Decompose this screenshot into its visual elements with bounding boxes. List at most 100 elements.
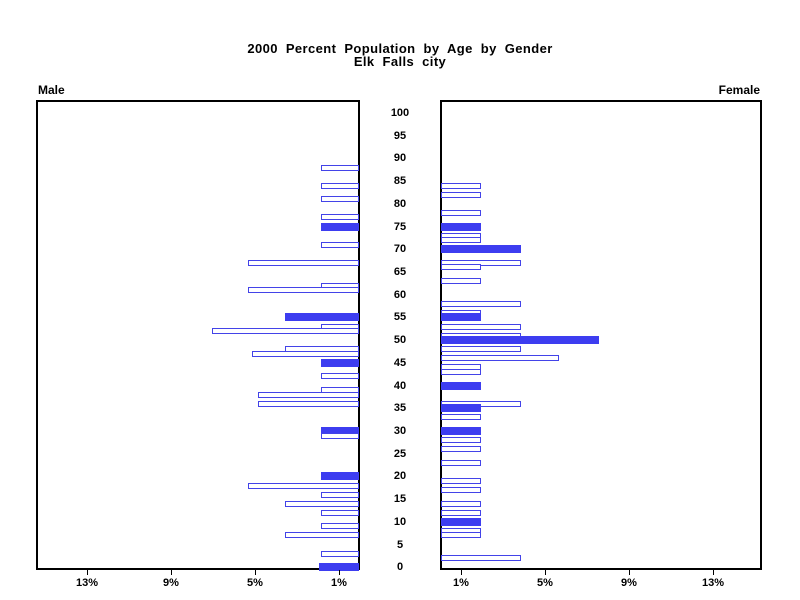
age-tick-65: 65 bbox=[393, 266, 407, 278]
bar-female-age-7 bbox=[441, 532, 481, 538]
pct-tick-label-5%: 5% bbox=[537, 577, 553, 589]
pct-tick-mark-1% bbox=[461, 570, 462, 575]
bar-male-age-18 bbox=[248, 483, 359, 489]
age-tick-100: 100 bbox=[390, 107, 410, 119]
bar-female-age-66 bbox=[441, 264, 481, 270]
pct-tick-mark-1% bbox=[339, 570, 340, 575]
bar-female-age-70 bbox=[441, 245, 521, 253]
bar-male-age-81 bbox=[321, 196, 359, 202]
chart-subtitle: Elk Falls city bbox=[353, 54, 447, 69]
age-tick-10: 10 bbox=[393, 516, 407, 528]
bar-male-age-16 bbox=[321, 492, 359, 498]
bar-female-age-17 bbox=[441, 487, 481, 493]
bar-female-age-40 bbox=[441, 382, 481, 390]
bar-male-age-61 bbox=[248, 287, 359, 293]
bar-male-age-30 bbox=[321, 427, 359, 435]
bar-female-age-84 bbox=[441, 183, 481, 189]
bar-female-age-50 bbox=[441, 336, 599, 344]
age-tick-85: 85 bbox=[393, 175, 407, 187]
pct-tick-label-13%: 13% bbox=[701, 577, 725, 589]
pct-tick-label-1%: 1% bbox=[331, 577, 347, 589]
bar-male-age-29 bbox=[321, 433, 359, 439]
age-tick-15: 15 bbox=[393, 493, 407, 505]
bar-male-age-20 bbox=[321, 472, 359, 480]
pct-tick-mark-9% bbox=[171, 570, 172, 575]
bar-male-age-12 bbox=[321, 510, 359, 516]
male-panel bbox=[36, 100, 360, 571]
bar-male-age-45 bbox=[321, 359, 359, 367]
bar-female-age-12 bbox=[441, 510, 481, 516]
bar-male-age-67 bbox=[248, 260, 359, 266]
bar-male-age-7 bbox=[285, 532, 359, 538]
male-panel-label: Male bbox=[38, 83, 65, 97]
chart-title-block: 2000 Percent Population by Age by Gender… bbox=[0, 42, 800, 68]
age-tick-20: 20 bbox=[393, 470, 407, 482]
bar-male-age-71 bbox=[321, 242, 359, 248]
bar-male-age-38 bbox=[258, 392, 359, 398]
bar-male-age-42 bbox=[321, 373, 359, 379]
pct-tick-label-9%: 9% bbox=[163, 577, 179, 589]
age-tick-60: 60 bbox=[393, 289, 407, 301]
pct-tick-mark-13% bbox=[713, 570, 714, 575]
bar-female-age-78 bbox=[441, 210, 481, 216]
pct-tick-label-5%: 5% bbox=[247, 577, 263, 589]
age-tick-45: 45 bbox=[393, 357, 407, 369]
bar-female-age-43 bbox=[441, 369, 481, 375]
bar-female-age-75 bbox=[441, 223, 481, 231]
age-tick-0: 0 bbox=[396, 561, 404, 573]
bar-female-age-67 bbox=[441, 260, 521, 266]
age-tick-25: 25 bbox=[393, 448, 407, 460]
bar-female-age-35 bbox=[441, 404, 481, 412]
bar-female-age-55 bbox=[441, 313, 481, 321]
bar-female-age-19 bbox=[441, 478, 481, 484]
bar-male-age-52 bbox=[212, 328, 359, 334]
bar-female-age-82 bbox=[441, 192, 481, 198]
age-tick-55: 55 bbox=[393, 311, 407, 323]
bar-male-age-3 bbox=[321, 551, 359, 557]
bar-male-age-88 bbox=[321, 165, 359, 171]
bar-male-age-9 bbox=[321, 523, 359, 529]
bar-male-age-77 bbox=[321, 214, 359, 220]
bar-female-age-26 bbox=[441, 446, 481, 452]
age-tick-75: 75 bbox=[393, 221, 407, 233]
pct-tick-label-1%: 1% bbox=[453, 577, 469, 589]
bar-female-age-14 bbox=[441, 501, 481, 507]
bar-female-age-33 bbox=[441, 414, 481, 420]
bar-male-age-75 bbox=[321, 223, 359, 231]
pct-tick-label-13%: 13% bbox=[75, 577, 99, 589]
bar-male-age-47 bbox=[252, 351, 359, 357]
bar-female-age-23 bbox=[441, 460, 481, 466]
bar-female-age-58 bbox=[441, 301, 521, 307]
bar-female-age-72 bbox=[441, 237, 481, 243]
bar-female-age-2 bbox=[441, 555, 521, 561]
bar-female-age-63 bbox=[441, 278, 481, 284]
bar-female-age-30 bbox=[441, 427, 481, 435]
bar-male-age-14 bbox=[285, 501, 359, 507]
bar-female-age-48 bbox=[441, 346, 521, 352]
pct-tick-label-9%: 9% bbox=[621, 577, 637, 589]
bar-male-age-36 bbox=[258, 401, 359, 407]
bar-female-age-46 bbox=[441, 355, 559, 361]
age-tick-40: 40 bbox=[393, 380, 407, 392]
bar-female-age-53 bbox=[441, 324, 521, 330]
pct-tick-mark-9% bbox=[629, 570, 630, 575]
age-tick-95: 95 bbox=[393, 130, 407, 142]
pct-tick-mark-13% bbox=[87, 570, 88, 575]
female-panel-label: Female bbox=[718, 83, 760, 97]
pct-tick-mark-5% bbox=[255, 570, 256, 575]
female-panel bbox=[440, 100, 762, 570]
age-tick-35: 35 bbox=[393, 402, 407, 414]
age-tick-90: 90 bbox=[393, 152, 407, 164]
chart-title: 2000 Percent Population by Age by Gender bbox=[247, 41, 553, 56]
bar-male-age-84 bbox=[321, 183, 359, 189]
age-tick-30: 30 bbox=[393, 425, 407, 437]
age-tick-80: 80 bbox=[393, 198, 407, 210]
age-tick-50: 50 bbox=[393, 334, 407, 346]
pct-tick-mark-5% bbox=[545, 570, 546, 575]
bar-male-age-0 bbox=[319, 563, 359, 571]
age-tick-70: 70 bbox=[393, 243, 407, 255]
bar-female-age-10 bbox=[441, 518, 481, 526]
age-tick-5: 5 bbox=[396, 539, 404, 551]
bar-male-age-55 bbox=[285, 313, 359, 321]
